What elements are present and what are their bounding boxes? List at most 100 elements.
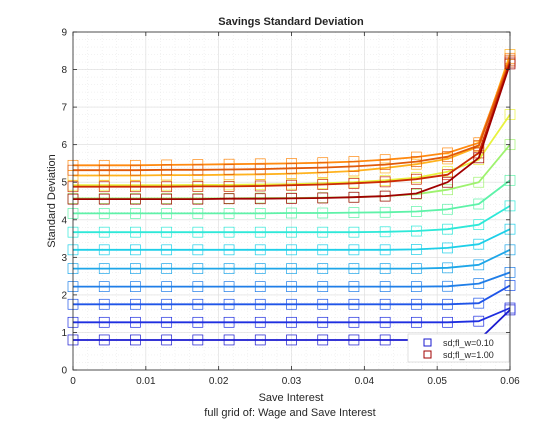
- data-point-marker: [254, 180, 266, 192]
- data-point-marker: [286, 334, 297, 346]
- data-point-marker: [98, 193, 110, 205]
- data-point-marker: [410, 206, 422, 217]
- data-point-marker: [286, 207, 297, 219]
- data-point-marker: [442, 242, 453, 254]
- data-point-marker: [286, 244, 297, 256]
- series: [67, 280, 516, 310]
- data-point-marker: [223, 298, 235, 310]
- data-point-marker: [410, 156, 422, 167]
- series-line: [73, 228, 511, 251]
- data-point-marker: [161, 208, 173, 219]
- legend-label: sd;fl_w=0.10: [443, 338, 494, 348]
- data-point-marker: [286, 263, 297, 274]
- data-point-marker: [161, 316, 173, 328]
- data-point-marker: [473, 198, 485, 210]
- data-point-marker: [98, 181, 110, 193]
- data-point-marker: [286, 162, 297, 174]
- data-point-marker: [410, 298, 422, 310]
- data-point-marker: [192, 316, 204, 328]
- data-point-marker: [317, 226, 329, 238]
- data-point-marker: [348, 316, 360, 328]
- x-axis-label: Save Interest: [259, 392, 324, 404]
- data-point-marker: [348, 334, 360, 346]
- x-tick-label: 0.01: [136, 376, 156, 387]
- data-point-marker: [223, 226, 235, 238]
- data-point-marker: [254, 298, 266, 310]
- data-point-marker: [379, 298, 391, 310]
- data-point-marker: [161, 181, 173, 193]
- data-point-marker: [223, 263, 235, 274]
- data-point-marker: [223, 208, 235, 219]
- data-point-marker: [286, 226, 297, 238]
- data-point-marker: [161, 334, 173, 346]
- data-point-marker: [98, 316, 110, 328]
- data-point-marker: [379, 206, 391, 218]
- x-tick-label: 0: [70, 376, 76, 387]
- data-point-marker: [254, 281, 266, 292]
- figure-caption: full grid of: Wage and Save Interest: [204, 407, 375, 419]
- x-tick-label: 0.02: [209, 376, 229, 387]
- chart-title: Savings Standard Deviation: [218, 16, 364, 28]
- data-point-marker: [379, 159, 391, 170]
- data-point-marker: [348, 281, 360, 292]
- y-tick-label: 1: [61, 328, 67, 339]
- y-tick-label: 9: [61, 28, 67, 39]
- data-point-marker: [317, 298, 329, 310]
- data-point-marker: [223, 164, 235, 175]
- data-point-marker: [254, 263, 266, 274]
- data-point-marker: [98, 244, 110, 256]
- data-point-marker: [473, 259, 485, 271]
- data-point-marker: [254, 226, 266, 238]
- data-point-marker: [317, 192, 329, 204]
- data-point-marker: [348, 207, 360, 218]
- data-point-marker: [130, 244, 141, 256]
- data-point-marker: [442, 184, 453, 196]
- data-point-marker: [473, 238, 485, 250]
- data-point-marker: [379, 263, 391, 274]
- y-tick-label: 4: [61, 215, 67, 226]
- data-point-marker: [410, 225, 422, 237]
- data-point-marker: [442, 298, 453, 310]
- y-tick-label: 3: [61, 253, 67, 264]
- data-point-marker: [130, 334, 141, 346]
- x-tick-label: 0.05: [427, 376, 447, 387]
- series-line: [73, 63, 511, 201]
- data-point-marker: [192, 263, 204, 274]
- data-point-marker: [317, 281, 329, 292]
- data-point-marker: [130, 263, 141, 274]
- series: [67, 244, 516, 274]
- data-point-marker: [317, 263, 329, 274]
- y-axis-label: Standard Deviation: [46, 154, 58, 248]
- data-point-marker: [379, 316, 391, 328]
- data-point-marker: [98, 164, 110, 176]
- data-point-marker: [379, 190, 391, 202]
- data-point-marker: [348, 161, 360, 172]
- data-point-marker: [161, 298, 173, 310]
- data-point-marker: [192, 226, 204, 238]
- data-point-marker: [348, 177, 360, 189]
- data-point-marker: [223, 316, 235, 328]
- data-point-marker: [348, 226, 360, 238]
- data-point-marker: [192, 244, 204, 256]
- legend-marker: [423, 350, 432, 359]
- data-point-marker: [98, 226, 110, 238]
- data-point-marker: [223, 281, 235, 292]
- series-line: [73, 61, 511, 188]
- data-point-marker: [223, 244, 235, 256]
- data-point-marker: [442, 280, 453, 292]
- y-tick-label: 8: [61, 65, 67, 76]
- data-point-marker: [161, 193, 173, 205]
- data-point-marker: [98, 298, 110, 310]
- series-line: [73, 248, 511, 270]
- data-point-marker: [192, 281, 204, 292]
- data-point-marker: [442, 223, 453, 235]
- series-line: [73, 205, 511, 234]
- x-tick-label: 0.06: [500, 376, 520, 387]
- data-point-marker: [473, 315, 485, 327]
- data-point-marker: [98, 281, 110, 292]
- data-point-marker: [348, 244, 360, 256]
- data-point-marker: [130, 164, 141, 176]
- series-line: [73, 179, 511, 215]
- series-line: [73, 307, 511, 324]
